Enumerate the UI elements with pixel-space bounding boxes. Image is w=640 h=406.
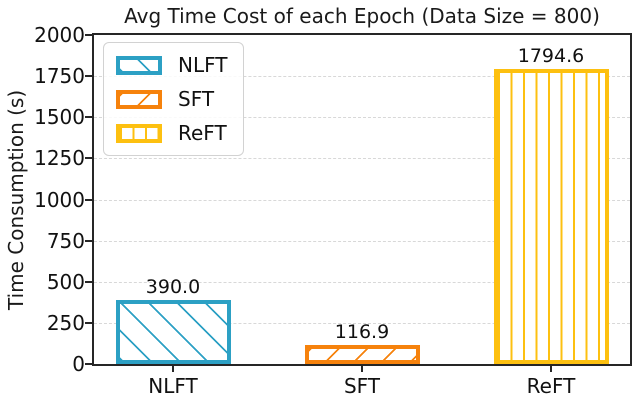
legend: NLFT SFT ReFT xyxy=(103,42,245,156)
y-tick-mark-1750 xyxy=(85,75,94,78)
y-tick-label: 250 xyxy=(46,310,85,335)
gridline-1000 xyxy=(94,199,630,201)
legend-swatch-reft xyxy=(116,123,162,143)
legend-item-reft: ReFT xyxy=(116,121,227,145)
y-tick-mark-1500 xyxy=(85,116,94,119)
y-tick-label: 1500 xyxy=(34,105,85,130)
x-tick-mark-reft xyxy=(550,364,552,372)
gridline-1750 xyxy=(94,76,630,78)
legend-label-reft: ReFT xyxy=(178,121,227,145)
y-tick-label: 750 xyxy=(46,228,85,253)
bar-nlft xyxy=(115,299,231,364)
y-tick-mark-1000 xyxy=(85,198,94,201)
y-tick-label: 1750 xyxy=(34,64,85,89)
x-tick-label-sft: SFT xyxy=(343,374,381,398)
legend-swatch-sft xyxy=(116,89,162,109)
gridline-1500 xyxy=(94,117,630,119)
y-tick-mark-0 xyxy=(85,363,94,365)
gridline-500 xyxy=(94,281,630,283)
x-tick-mark-nlft xyxy=(172,364,174,372)
bar-value-sft: 116.9 xyxy=(334,320,390,343)
y-tick-mark-750 xyxy=(85,239,94,242)
gridline-1250 xyxy=(94,158,630,160)
chart-title: Avg Time Cost of each Epoch (Data Size =… xyxy=(124,4,600,28)
legend-swatch-nlft xyxy=(116,55,162,75)
y-tick-label: 500 xyxy=(46,269,85,294)
bar-sft xyxy=(304,344,420,364)
legend-item-nlft: NLFT xyxy=(116,53,227,77)
y-tick-label: 2000 xyxy=(34,23,85,47)
bar-value-reft: 1794.6 xyxy=(517,44,585,67)
y-tick-mark-2000 xyxy=(85,34,94,36)
y-tick-mark-250 xyxy=(85,321,94,324)
legend-item-sft: SFT xyxy=(116,87,227,111)
legend-label-nlft: NLFT xyxy=(178,53,228,77)
y-tick-label: 1000 xyxy=(34,187,85,212)
legend-label-sft: SFT xyxy=(178,87,215,111)
y-tick-mark-500 xyxy=(85,280,94,283)
y-tick-label: 1250 xyxy=(34,146,85,171)
gridline-250 xyxy=(94,322,630,324)
x-tick-label-reft: ReFT xyxy=(526,374,576,398)
plot-area: NLFT SFT ReFT 0 250 500 750 1000 1250 1500 1750 20… xyxy=(34,23,632,398)
y-tick-label: 0 xyxy=(72,352,85,376)
y-tick-mark-1250 xyxy=(85,157,94,160)
bar-reft xyxy=(493,68,609,364)
x-tick-label-nlft: NLFT xyxy=(148,374,198,398)
gridline-750 xyxy=(94,240,630,242)
x-tick-mark-sft xyxy=(361,364,363,372)
bar-value-nlft: 390.0 xyxy=(145,275,201,298)
